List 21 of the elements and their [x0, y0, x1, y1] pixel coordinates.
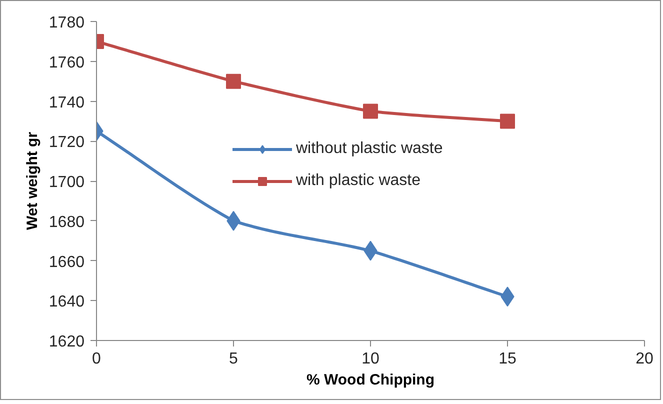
y-tick-label: 1620 [48, 334, 85, 350]
y-tick-label: 1760 [48, 54, 85, 72]
y-axis-title: Wet weight gr [24, 132, 41, 230]
x-tick-label: 0 [92, 350, 102, 368]
y-tick-label: 1700 [48, 174, 85, 191]
point [363, 104, 378, 119]
y-tick-label: 1720 [48, 134, 85, 152]
point [500, 114, 515, 129]
y-tick-label: 1680 [48, 214, 85, 231]
legend-label: without plastic waste [296, 140, 443, 158]
y-tick-label: 1640 [48, 294, 85, 311]
x-tick-label: 20 [636, 350, 654, 368]
legend-label: with plastic waste [296, 172, 420, 190]
x-axis-title: % Wood Chipping [306, 372, 435, 388]
y-tick-label: 1660 [48, 254, 85, 271]
y-tick-label: 1740 [48, 94, 85, 112]
x-tick-label: 15 [498, 350, 516, 368]
x-tick-label: 5 [229, 350, 238, 368]
y-tick-label: 1780 [48, 14, 85, 32]
x-tick-label: 10 [362, 350, 380, 368]
point [226, 74, 241, 89]
